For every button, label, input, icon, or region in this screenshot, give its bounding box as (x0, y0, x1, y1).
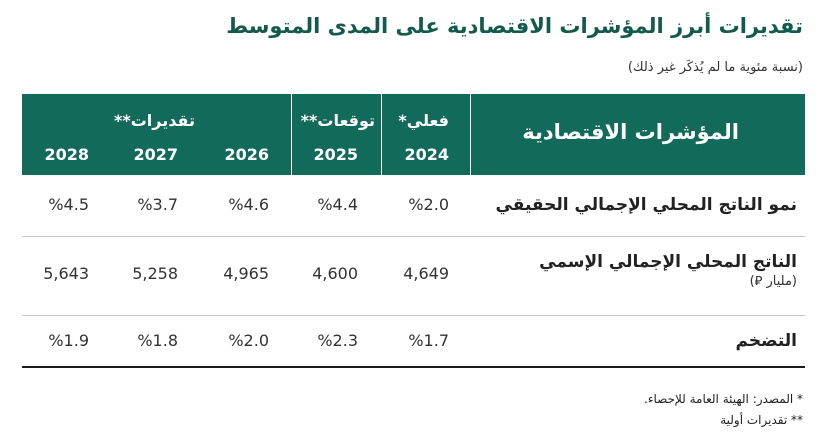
cell-2026: %2.0 (228, 331, 269, 350)
page-title: تقديرات أبرز المؤشرات الاقتصادية على الم… (226, 14, 803, 38)
cell-2025: %4.4 (317, 195, 358, 214)
header-year-2025: 2025 (313, 145, 358, 164)
cell-2027: %3.7 (137, 195, 178, 214)
cell-2027: 5,258 (132, 264, 178, 283)
row-label-unit: (مليار ⃁) (749, 274, 797, 289)
cell-2025: %2.3 (317, 331, 358, 350)
row-label: الناتج المحلي الإجمالي الإسمي (مليار ⃁) (539, 252, 797, 289)
indicators-table: المؤشرات الاقتصادية فعلي* توقعات** تقدير… (22, 94, 805, 368)
source-note: * المصدر: الهيئة العامة للإحصاء. (644, 392, 803, 406)
cell-2024: %2.0 (408, 195, 449, 214)
cell-2026: 4,965 (223, 264, 269, 283)
page-subtitle: (نسبة مئوية ما لم يُذكَر غير ذلك) (627, 60, 803, 75)
cell-2028: %1.9 (48, 331, 89, 350)
row-label-main: الناتج المحلي الإجمالي الإسمي (539, 252, 797, 272)
header-year-2028: 2028 (44, 145, 89, 164)
header-year-2024: 2024 (404, 145, 449, 164)
table-row-nominal-gdp: الناتج المحلي الإجمالي الإسمي (مليار ⃁) … (22, 237, 805, 316)
table-row-inflation: التضخم %1.7 %2.3 %2.0 %1.8 %1.9 (22, 316, 805, 368)
header-indicators: المؤشرات الاقتصادية (522, 120, 739, 144)
cell-2026: %4.6 (228, 195, 269, 214)
cell-2027: %1.8 (137, 331, 178, 350)
cell-2028: %4.5 (48, 195, 89, 214)
preliminary-note: ** تقديرات أولية (720, 413, 803, 427)
header-actual: فعلي* (398, 111, 449, 130)
header-year-2027: 2027 (133, 145, 178, 164)
table-header: المؤشرات الاقتصادية فعلي* توقعات** تقدير… (22, 94, 805, 175)
header-year-2026: 2026 (224, 145, 269, 164)
header-estimates: تقديرات** (113, 111, 195, 130)
cell-2025: 4,600 (312, 264, 358, 283)
table-row-real-gdp-growth: نمو الناتج المحلي الإجمالي الحقيقي %2.0 … (22, 175, 805, 237)
cell-2028: 5,643 (43, 264, 89, 283)
row-label: نمو الناتج المحلي الإجمالي الحقيقي (495, 195, 797, 215)
header-forecast: توقعات** (300, 111, 375, 130)
cell-2024: 4,649 (403, 264, 449, 283)
cell-2024: %1.7 (408, 331, 449, 350)
row-label: التضخم (735, 331, 797, 351)
